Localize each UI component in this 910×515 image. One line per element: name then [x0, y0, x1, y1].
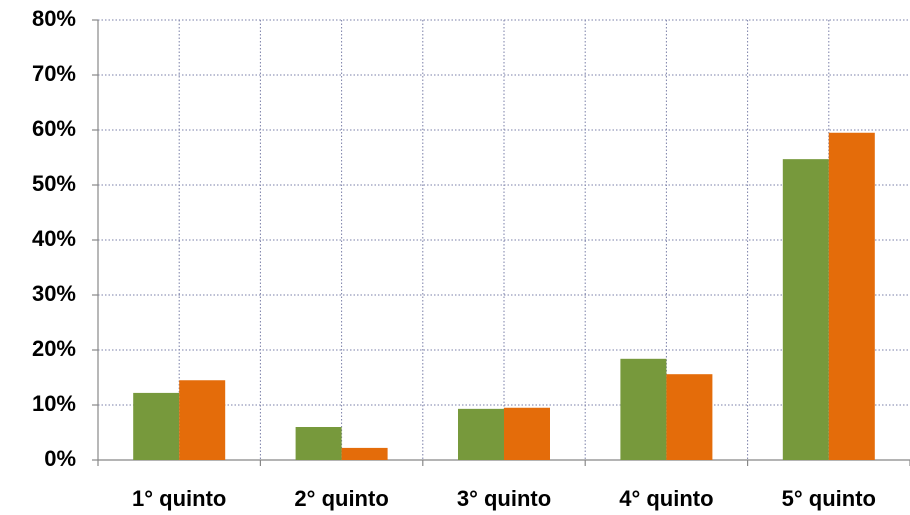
bar: [341, 447, 388, 460]
bar: [179, 380, 226, 460]
bar: [295, 427, 342, 460]
y-tick-label: 30%: [32, 281, 76, 306]
x-tick-label: 3° quinto: [457, 486, 551, 511]
y-tick-label: 20%: [32, 336, 76, 361]
y-tick-label: 60%: [32, 116, 76, 141]
x-tick-label: 2° quinto: [294, 486, 388, 511]
y-tick-label: 80%: [32, 6, 76, 31]
bar: [620, 358, 667, 460]
bar: [458, 408, 504, 460]
y-tick-label: 70%: [32, 61, 76, 86]
bar: [504, 407, 550, 460]
bar: [133, 392, 180, 460]
x-tick-label: 4° quinto: [619, 486, 713, 511]
bar: [666, 374, 713, 460]
bar: [782, 159, 829, 460]
x-tick-label: 1° quinto: [132, 486, 226, 511]
y-tick-label: 50%: [32, 171, 76, 196]
y-tick-label: 0%: [44, 446, 76, 471]
y-tick-label: 10%: [32, 391, 76, 416]
x-tick-label: 5° quinto: [782, 486, 876, 511]
bar: [828, 132, 875, 460]
y-tick-label: 40%: [32, 226, 76, 251]
